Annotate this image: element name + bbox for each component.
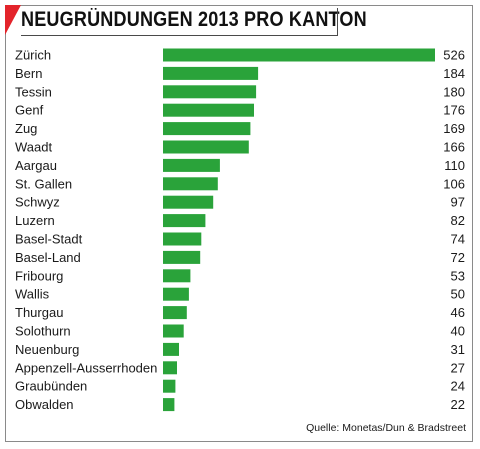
category-label: Luzern xyxy=(15,213,55,228)
bar xyxy=(163,232,202,246)
category-label: Neuenburg xyxy=(15,342,79,357)
value-label: 110 xyxy=(444,158,465,173)
category-label: Schwyz xyxy=(15,195,60,210)
bar xyxy=(163,269,191,283)
value-label: 50 xyxy=(451,287,465,302)
category-label: Obwalden xyxy=(15,397,74,412)
bar xyxy=(163,306,187,320)
chart-title: NEUGRÜNDUNGEN 2013 PRO KANTON xyxy=(21,8,367,31)
bar xyxy=(163,342,179,356)
category-label: St. Gallen xyxy=(15,176,72,191)
category-label: Waadt xyxy=(15,140,52,155)
title-divider xyxy=(337,8,338,36)
bar xyxy=(163,214,206,228)
value-label: 169 xyxy=(443,121,465,136)
category-label: Solothurn xyxy=(15,324,71,339)
category-label: Thurgau xyxy=(15,305,63,320)
category-label: Zürich xyxy=(15,48,51,63)
title-bar: NEUGRÜNDUNGEN 2013 PRO KANTON xyxy=(21,5,423,35)
bar xyxy=(163,250,201,264)
category-label: Bern xyxy=(15,66,42,81)
category-label: Tessin xyxy=(15,84,52,99)
category-label: Appenzell-Ausserrhoden xyxy=(15,360,157,375)
category-label: Basel-Land xyxy=(15,250,81,265)
bar xyxy=(163,361,177,375)
bar xyxy=(163,398,175,412)
category-label: Fribourg xyxy=(15,268,63,283)
category-label: Wallis xyxy=(15,287,50,302)
value-label: 82 xyxy=(451,213,465,228)
value-label: 180 xyxy=(443,84,465,99)
title-underline xyxy=(21,35,337,36)
bar xyxy=(163,379,176,393)
value-label: 40 xyxy=(451,324,465,339)
bar xyxy=(163,85,257,99)
value-label: 46 xyxy=(451,305,465,320)
bar xyxy=(163,140,249,154)
bar xyxy=(163,103,254,117)
bar xyxy=(163,158,220,172)
value-label: 27 xyxy=(451,360,465,375)
value-label: 53 xyxy=(451,268,465,283)
value-label: 24 xyxy=(451,379,465,394)
value-label: 31 xyxy=(451,342,465,357)
bar xyxy=(163,177,218,191)
bar xyxy=(163,324,184,338)
value-label: 72 xyxy=(451,250,465,265)
value-label: 106 xyxy=(443,176,465,191)
source-note: Quelle: Monetas/Dun & Bradstreet xyxy=(306,422,466,434)
bar xyxy=(163,122,251,136)
bar xyxy=(163,195,214,209)
value-label: 22 xyxy=(451,397,465,412)
category-label: Basel-Stadt xyxy=(15,232,83,247)
value-label: 74 xyxy=(451,232,465,247)
value-label: 97 xyxy=(451,195,465,210)
value-label: 166 xyxy=(443,140,465,155)
bar xyxy=(163,287,189,301)
value-label: 526 xyxy=(443,48,465,63)
value-label: 184 xyxy=(443,66,465,81)
corner-accent xyxy=(5,5,21,35)
bar xyxy=(163,66,259,80)
category-label: Genf xyxy=(15,103,44,118)
category-label: Aargau xyxy=(15,158,57,173)
value-label: 176 xyxy=(443,103,465,118)
category-label: Zug xyxy=(15,121,37,136)
bar xyxy=(163,48,435,62)
category-label: Graubünden xyxy=(15,379,87,394)
